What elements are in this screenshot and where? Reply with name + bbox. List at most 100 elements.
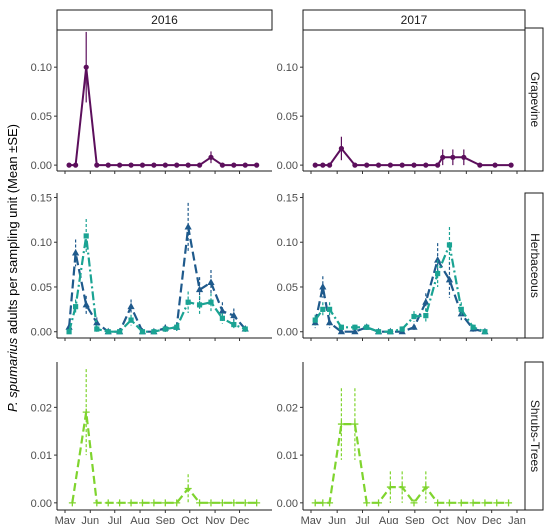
data-point: [312, 317, 318, 323]
y-tick-label: 0.02: [277, 402, 298, 414]
data-point: [326, 306, 333, 312]
data-point: [161, 499, 169, 507]
data-point: [422, 298, 430, 305]
data-point: [337, 420, 345, 428]
data-point: [351, 420, 359, 428]
data-point: [116, 499, 124, 507]
data-point: [493, 499, 501, 507]
data-point: [319, 499, 327, 507]
data-point: [508, 162, 514, 168]
data-point: [352, 324, 358, 330]
data-point: [66, 162, 72, 168]
data-series: [68, 369, 261, 507]
y-tick-label: 0.10: [31, 237, 52, 249]
data-point: [105, 329, 111, 335]
y-tick-label: 0.10: [277, 62, 298, 74]
data-point: [94, 326, 100, 332]
data-point: [375, 329, 382, 335]
data-point: [139, 162, 146, 168]
data-point: [446, 242, 453, 248]
data-point: [399, 162, 405, 168]
data-point: [231, 321, 237, 328]
data-point: [326, 499, 334, 507]
y-tick-label: 0.15: [277, 192, 298, 204]
data-point: [450, 154, 456, 160]
x-tick-label: Dec: [230, 515, 250, 524]
data-point: [254, 162, 260, 168]
data-series: [311, 243, 489, 335]
x-tick-label: Jun: [81, 515, 99, 524]
x-tick-label: Jul: [108, 515, 122, 524]
data-point: [173, 499, 181, 507]
data-point: [218, 499, 226, 507]
data-point: [375, 499, 383, 507]
data-point: [185, 299, 191, 305]
y-tick-label: 0.00: [277, 160, 298, 172]
row-strip-label: Herbaceous: [528, 233, 542, 298]
data-point: [82, 408, 90, 416]
x-tick-label: Jan: [508, 515, 526, 524]
y-tick-label: 0.10: [277, 237, 298, 249]
data-point: [66, 329, 72, 335]
data-point: [185, 162, 191, 168]
data-point: [375, 162, 382, 168]
y-tick-label: 0.00: [31, 498, 52, 510]
data-point: [482, 329, 488, 335]
data-point: [325, 318, 334, 326]
row-strip: [524, 27, 544, 172]
data-point: [423, 313, 429, 319]
y-tick-label: 0.15: [31, 192, 52, 204]
data-point: [127, 302, 135, 310]
y-tick-label: 0.05: [31, 111, 52, 123]
y-axis-title-rest: adults per sampling unit (Mean ±SE): [5, 124, 20, 338]
data-point: [387, 329, 393, 335]
column-strip: [302, 9, 526, 31]
data-point: [94, 162, 100, 168]
data-point: [68, 499, 76, 507]
data-point: [127, 499, 135, 507]
data-series: [312, 227, 488, 335]
x-tick-label: Dec: [482, 515, 502, 524]
data-point: [312, 162, 318, 168]
row-strip-label: Shrubs-Trees: [528, 400, 542, 472]
x-tick-label: Oct: [432, 515, 449, 524]
y-tick-label: 0.01: [277, 450, 298, 462]
y-tick-label: 0.05: [277, 111, 298, 123]
data-point: [411, 313, 417, 320]
data-point: [208, 154, 214, 160]
y-tick-label: 0.05: [31, 282, 52, 294]
data-point: [138, 499, 146, 507]
data-series: [66, 218, 248, 335]
series-line: [68, 234, 246, 333]
data-point: [320, 306, 326, 312]
y-tick-label: 0.00: [277, 498, 298, 510]
data-point: [174, 162, 180, 168]
data-point: [470, 324, 476, 330]
data-point: [83, 64, 89, 70]
data-series: [65, 202, 249, 335]
row-strip: [524, 361, 544, 511]
data-point: [435, 162, 441, 168]
data-point: [398, 483, 406, 491]
data-point: [492, 162, 498, 168]
data-point: [219, 315, 226, 321]
data-point: [352, 162, 358, 168]
data-point: [93, 318, 101, 326]
x-tick-label: Sep: [405, 515, 425, 524]
data-point: [196, 499, 204, 507]
data-point: [93, 499, 101, 507]
data-point: [363, 499, 371, 507]
data-point: [219, 162, 226, 168]
data-point: [73, 304, 79, 310]
row-strip-label: Grapevine: [528, 72, 542, 128]
data-point: [162, 162, 168, 168]
x-tick-label: Aug: [130, 515, 150, 524]
y-tick-label: 0.02: [31, 402, 52, 414]
series-line: [314, 243, 486, 333]
data-point: [386, 483, 394, 491]
data-point: [338, 145, 344, 152]
data-point: [481, 499, 489, 507]
data-point: [162, 326, 168, 332]
data-point: [505, 499, 513, 507]
x-tick-label: Oct: [181, 515, 198, 524]
